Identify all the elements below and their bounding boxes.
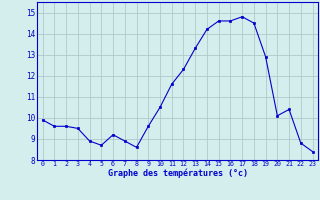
X-axis label: Graphe des températures (°c): Graphe des températures (°c)	[108, 169, 248, 178]
